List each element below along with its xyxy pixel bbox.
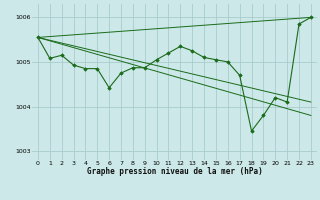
X-axis label: Graphe pression niveau de la mer (hPa): Graphe pression niveau de la mer (hPa): [86, 167, 262, 176]
